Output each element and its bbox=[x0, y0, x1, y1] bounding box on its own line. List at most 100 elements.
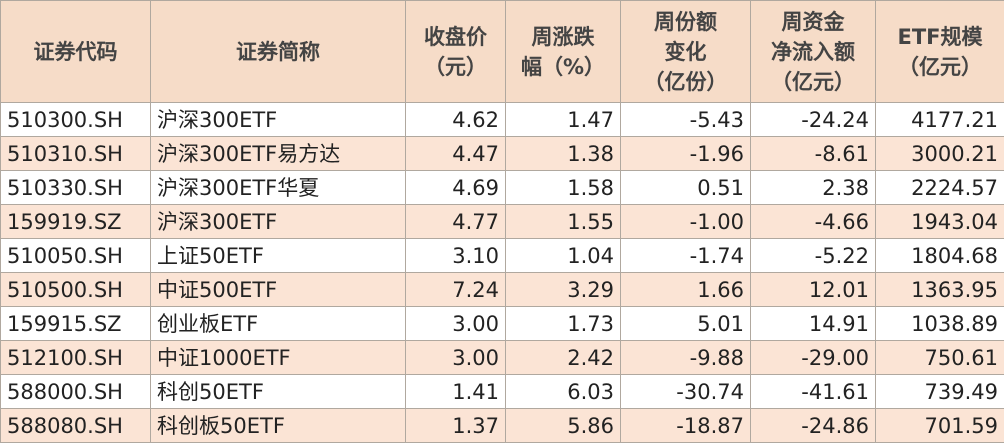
table-body: 510300.SH 沪深300ETF 4.62 1.47 -5.43 -24.24 4177… bbox=[0, 102, 1004, 443]
header-cell: ETF规模 （亿元） bbox=[875, 0, 1004, 103]
header-cell: 周份额 变化 （亿份） bbox=[620, 0, 751, 103]
number-cell: 7.24 bbox=[405, 272, 506, 307]
header-text: 净流入额 bbox=[771, 39, 855, 64]
number-cell: 1.58 bbox=[505, 170, 621, 205]
number-cell: 1038.89 bbox=[875, 306, 1004, 341]
number-cell: -1.74 bbox=[620, 238, 751, 273]
code-cell: 588000.SH bbox=[0, 374, 151, 409]
code-cell: 512100.SH bbox=[0, 340, 151, 375]
table-row: 159919.SZ 沪深300ETF 4.77 1.55 -1.00 -4.66 1943.… bbox=[0, 204, 1004, 239]
header-cell: 周涨跌幅（%） bbox=[505, 0, 621, 103]
number-cell: 4.47 bbox=[405, 136, 506, 171]
table-row: 588080.SH 科创板50ETF 1.37 5.86 -18.87 -24.86 701… bbox=[0, 408, 1004, 443]
header-text: 证券代码 bbox=[33, 39, 118, 64]
name-cell: 沪深300ETF bbox=[150, 204, 406, 239]
name-cell: 科创板50ETF bbox=[150, 408, 406, 443]
number-cell: 1.38 bbox=[505, 136, 621, 171]
number-cell: -18.87 bbox=[620, 408, 751, 443]
header-text: 幅（%） bbox=[520, 54, 606, 79]
number-cell: 1.04 bbox=[505, 238, 621, 273]
number-cell: 5.01 bbox=[620, 306, 751, 341]
table-row: 510300.SH 沪深300ETF 4.62 1.47 -5.43 -24.24 4177… bbox=[0, 102, 1004, 137]
number-cell: -29.00 bbox=[750, 340, 876, 375]
header-text: 变化 bbox=[664, 39, 707, 64]
number-cell: 1.66 bbox=[620, 272, 751, 307]
name-cell: 创业板ETF bbox=[150, 306, 406, 341]
number-cell: -24.24 bbox=[750, 102, 876, 137]
code-cell: 588080.SH bbox=[0, 408, 151, 443]
header-cell: 收盘价 （元） bbox=[405, 0, 506, 103]
table-row: 510330.SH 沪深300ETF华夏 4.69 1.58 0.51 2.38 2224.… bbox=[0, 170, 1004, 205]
header-text: 周资金 bbox=[781, 9, 845, 34]
header-cell: 周资金净流入额 （亿元） bbox=[750, 0, 876, 103]
header-text: ETF规模 bbox=[897, 24, 983, 49]
table-row: 510050.SH 上证50ETF 3.10 1.04 -1.74 -5.22 1804.6… bbox=[0, 238, 1004, 273]
table-row: 588000.SH 科创50ETF 1.41 6.03 -30.74 -41.61 739.… bbox=[0, 374, 1004, 409]
number-cell: 1.41 bbox=[405, 374, 506, 409]
number-cell: -41.61 bbox=[750, 374, 876, 409]
number-cell: 2224.57 bbox=[875, 170, 1004, 205]
code-cell: 510300.SH bbox=[0, 102, 151, 137]
number-cell: -30.74 bbox=[620, 374, 751, 409]
table-row: 510310.SH 沪深300ETF易方达 4.47 1.38 -1.96 -8.61 30… bbox=[0, 136, 1004, 171]
number-cell: -8.61 bbox=[750, 136, 876, 171]
header-row: 证券代码 证券简称 收盘价 （元） 周涨跌 幅（%） 周份额 变化 （亿份） 周资金 净流入额 （亿元… bbox=[0, 0, 1004, 103]
number-cell: 1.47 bbox=[505, 102, 621, 137]
header-text: （亿份） bbox=[643, 69, 728, 94]
header-text: 周涨跌 bbox=[531, 24, 595, 49]
name-cell: 中证1000ETF bbox=[150, 340, 406, 375]
header-cell: 证券简称 bbox=[150, 0, 406, 103]
number-cell: 5.86 bbox=[505, 408, 621, 443]
header-text: （元） bbox=[424, 54, 487, 79]
header-text: 证券简称 bbox=[236, 39, 320, 64]
number-cell: 4.77 bbox=[405, 204, 506, 239]
number-cell: -4.66 bbox=[750, 204, 876, 239]
number-cell: -9.88 bbox=[620, 340, 751, 375]
code-cell: 510310.SH bbox=[0, 136, 151, 171]
number-cell: 739.49 bbox=[875, 374, 1004, 409]
name-cell: 沪深300ETF bbox=[150, 102, 406, 137]
number-cell: 701.59 bbox=[875, 408, 1004, 443]
number-cell: 2.42 bbox=[505, 340, 621, 375]
number-cell: -1.00 bbox=[620, 204, 751, 239]
number-cell: 3.10 bbox=[405, 238, 506, 273]
number-cell: 4.62 bbox=[405, 102, 506, 137]
name-cell: 沪深300ETF易方达 bbox=[150, 136, 406, 171]
header-text: 收盘价 bbox=[424, 24, 487, 49]
number-cell: 3.00 bbox=[405, 340, 506, 375]
table-row: 510500.SH 中证500ETF 7.24 3.29 1.66 12.01 1363.9… bbox=[0, 272, 1004, 307]
number-cell: -5.22 bbox=[750, 238, 876, 273]
number-cell: 12.01 bbox=[750, 272, 876, 307]
table-row: 512100.SH 中证1000ETF 3.00 2.42 -9.88 -29.00 750… bbox=[0, 340, 1004, 375]
header-text: （亿元） bbox=[771, 69, 855, 94]
number-cell: 4177.21 bbox=[875, 102, 1004, 137]
number-cell: 1804.68 bbox=[875, 238, 1004, 273]
number-cell: 14.91 bbox=[750, 306, 876, 341]
table-row: 159915.SZ 创业板ETF 3.00 1.73 5.01 14.91 1038.89 bbox=[0, 306, 1004, 341]
name-cell: 中证500ETF bbox=[150, 272, 406, 307]
number-cell: 1.55 bbox=[505, 204, 621, 239]
number-cell: 0.51 bbox=[620, 170, 751, 205]
number-cell: 3000.21 bbox=[875, 136, 1004, 171]
code-cell: 510050.SH bbox=[0, 238, 151, 273]
number-cell: 1363.95 bbox=[875, 272, 1004, 307]
number-cell: 1.73 bbox=[505, 306, 621, 341]
number-cell: 750.61 bbox=[875, 340, 1004, 375]
number-cell: 3.00 bbox=[405, 306, 506, 341]
number-cell: 1.37 bbox=[405, 408, 506, 443]
number-cell: -24.86 bbox=[750, 408, 876, 443]
name-cell: 上证50ETF bbox=[150, 238, 406, 273]
number-cell: 2.38 bbox=[750, 170, 876, 205]
code-cell: 159919.SZ bbox=[0, 204, 151, 239]
number-cell: -1.96 bbox=[620, 136, 751, 171]
name-cell: 沪深300ETF华夏 bbox=[150, 170, 406, 205]
code-cell: 510500.SH bbox=[0, 272, 151, 307]
name-cell: 科创50ETF bbox=[150, 374, 406, 409]
number-cell: 3.29 bbox=[505, 272, 621, 307]
code-cell: 510330.SH bbox=[0, 170, 151, 205]
header-cell: 证券代码 bbox=[0, 0, 151, 103]
number-cell: -5.43 bbox=[620, 102, 751, 137]
number-cell: 1943.04 bbox=[875, 204, 1004, 239]
